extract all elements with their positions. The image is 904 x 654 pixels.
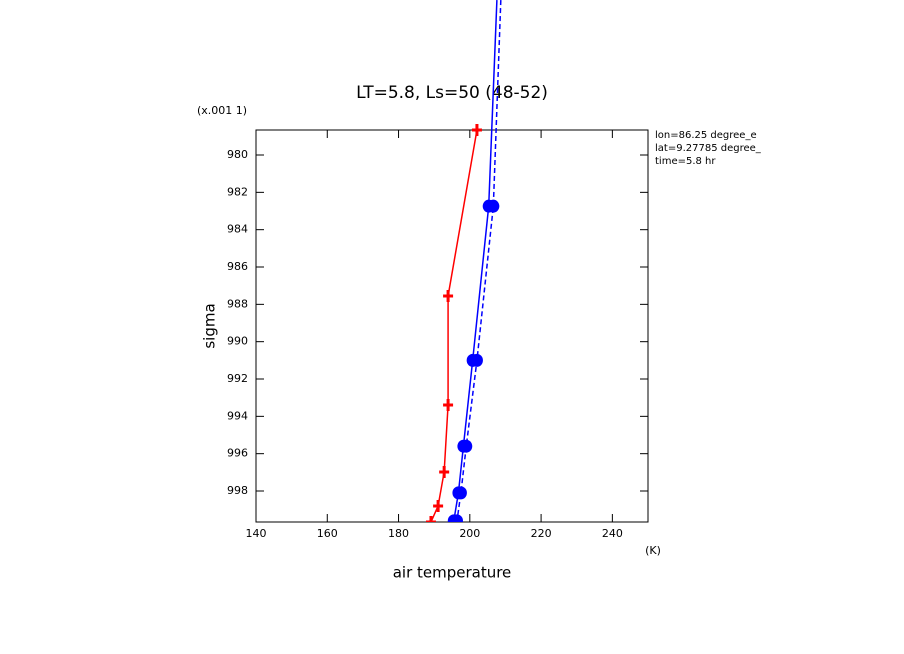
point (487, 199, 500, 213)
x-tick-label: 160 (317, 527, 338, 540)
x-tick-label: 140 (246, 527, 267, 540)
y-tick-label: 996 (227, 447, 248, 460)
x-tick-label: 200 (459, 527, 480, 540)
annotation: time=5.8 hr (655, 156, 716, 167)
annotation: lon=86.25 degree_e (655, 130, 757, 141)
point (450, 514, 463, 522)
y-tick-label: 994 (227, 409, 248, 422)
y-tick-label: 998 (227, 484, 248, 497)
point (443, 398, 454, 411)
point (470, 353, 483, 367)
x-tick-label: 220 (531, 527, 552, 540)
y-multiplier: (x.001 1) (197, 104, 247, 117)
y-tick-label: 986 (227, 260, 248, 273)
x-axis-label: air temperature (393, 564, 512, 582)
x-unit: (K) (645, 544, 661, 557)
x-tick-label: 240 (602, 527, 623, 540)
y-tick-label: 982 (227, 185, 248, 198)
y-tick-label: 990 (227, 335, 248, 348)
point (443, 289, 454, 302)
y-axis-label: sigma (201, 303, 219, 348)
y-tick-label: 980 (227, 148, 248, 161)
y-tick-label: 992 (227, 372, 248, 385)
chart-title: LT=5.8, Ls=50 (48-52) (356, 83, 548, 103)
point (454, 486, 467, 500)
x-tick-label: 180 (388, 527, 409, 540)
point (433, 499, 444, 512)
annotation: lat=9.27785 degree_ (655, 143, 762, 154)
y-tick-label: 988 (227, 297, 248, 310)
point (460, 439, 473, 453)
point (425, 516, 436, 522)
series-group (425, 0, 502, 522)
point (471, 124, 482, 136)
plot-frame (255, 129, 649, 523)
y-tick-label: 984 (227, 223, 248, 236)
annotations: lon=86.25 degree_e lat=9.27785 degree_ t… (655, 130, 762, 167)
series-line (430, 129, 478, 522)
point (439, 465, 450, 478)
